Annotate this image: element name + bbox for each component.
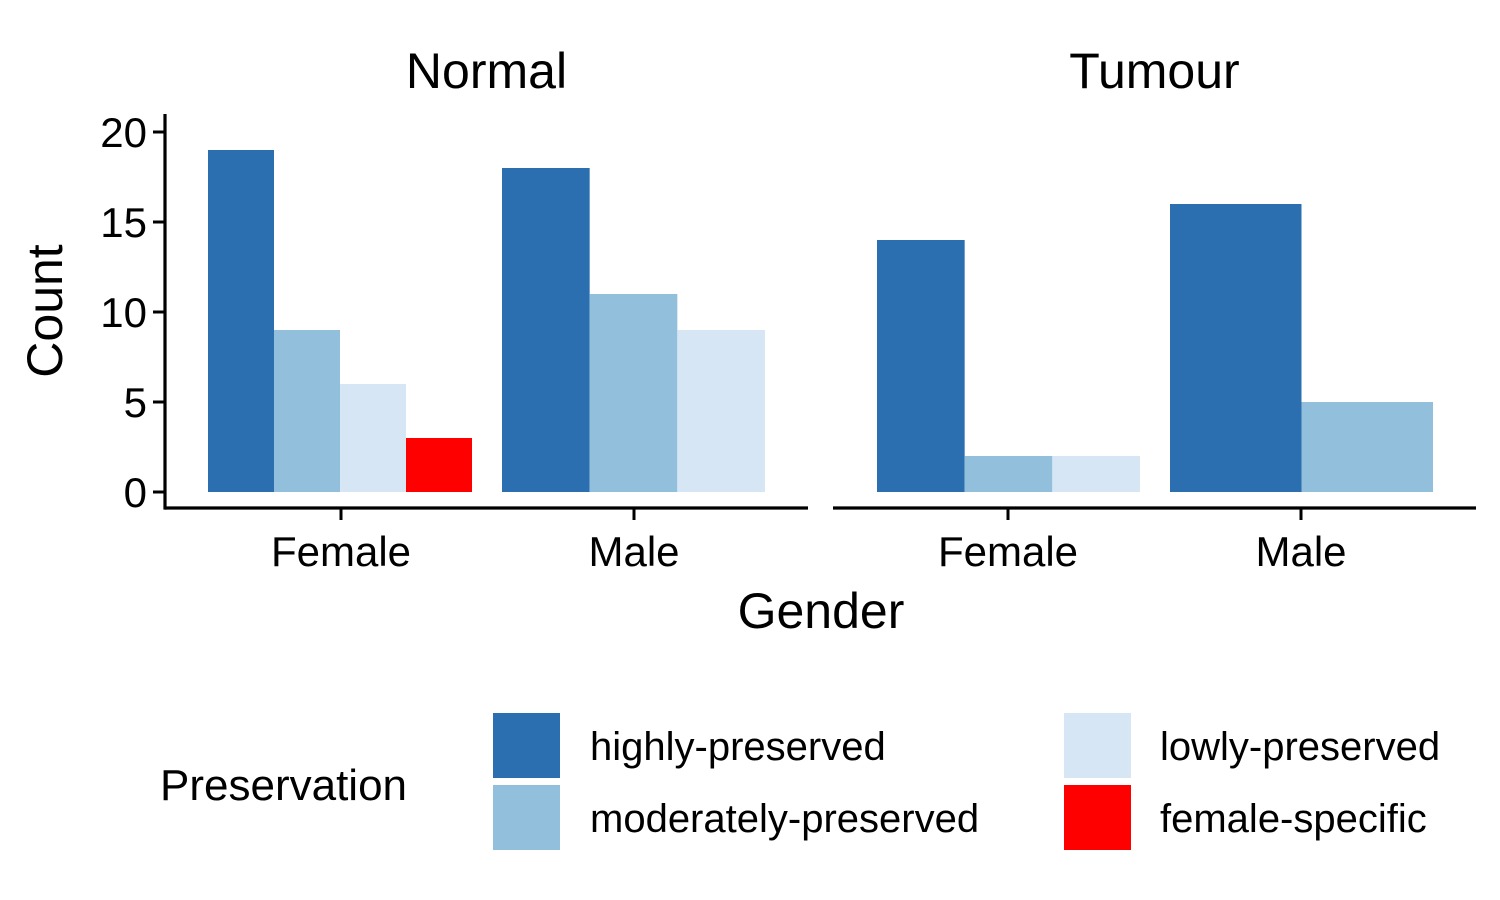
x-tick-label: Female xyxy=(938,528,1078,575)
legend-key-female-specific xyxy=(1064,785,1131,850)
legend-key-highly-preserved xyxy=(493,713,560,778)
bar-tumour-female-lowly-preserved xyxy=(1052,456,1140,492)
legend-label: highly-preserved xyxy=(590,725,886,769)
bar-tumour-female-highly-preserved xyxy=(877,240,965,492)
y-tick-label: 0 xyxy=(124,469,147,516)
legend-title: Preservation xyxy=(160,761,407,810)
y-tick-label: 15 xyxy=(100,199,147,246)
legend-key-lowly-preserved xyxy=(1064,713,1131,778)
y-tick-label: 10 xyxy=(100,289,147,336)
plot-panels: Normal Female Male 0 5 10 15 20 Tumour Female Male xyxy=(100,43,1476,575)
bar-tumour-male-highly-preserved xyxy=(1170,204,1302,492)
bar-normal-female-highly-preserved xyxy=(208,150,274,492)
bar-normal-female-moderately-preserved xyxy=(274,330,340,492)
y-tick-label: 20 xyxy=(100,109,147,156)
legend-label: lowly-preserved xyxy=(1160,725,1440,769)
bar-normal-female-lowly-preserved xyxy=(340,384,406,492)
legend: Preservation highly-preserved moderately-… xyxy=(160,713,1440,850)
y-tick-label: 5 xyxy=(124,379,147,426)
panel-tumour: Tumour Female Male xyxy=(833,43,1476,575)
facet-title: Tumour xyxy=(1069,43,1239,99)
facet-title: Normal xyxy=(406,43,567,99)
bar-tumour-male-moderately-preserved xyxy=(1301,402,1433,492)
bar-normal-male-lowly-preserved xyxy=(677,330,765,492)
x-axis-title: Gender xyxy=(738,583,905,639)
bar-normal-male-moderately-preserved xyxy=(589,294,678,492)
x-tick-label: Female xyxy=(271,528,411,575)
legend-label: moderately-preserved xyxy=(590,797,979,841)
legend-label: female-specific xyxy=(1160,797,1427,841)
bar-tumour-female-moderately-preserved xyxy=(964,456,1053,492)
x-tick-label: Male xyxy=(588,528,679,575)
legend-key-moderately-preserved xyxy=(493,785,560,850)
x-tick-label: Male xyxy=(1255,528,1346,575)
panel-normal: Normal Female Male 0 5 10 15 20 xyxy=(100,43,808,575)
bar-normal-male-highly-preserved xyxy=(502,168,590,492)
y-axis-title: Count xyxy=(17,244,73,378)
bar-normal-female-female-specific xyxy=(406,438,472,492)
